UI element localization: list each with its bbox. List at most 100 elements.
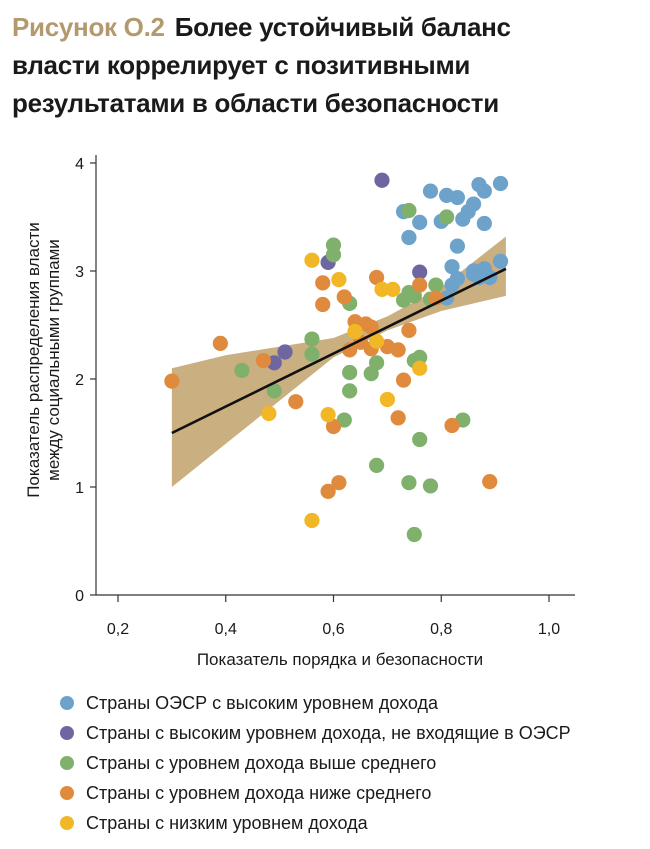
figure-title: Рисунок О.2 Более устойчивый баланс власт… — [12, 8, 642, 122]
data-point-s4-5 — [369, 333, 385, 349]
data-point-s3-10 — [342, 342, 358, 358]
data-point-s3-22 — [444, 417, 460, 434]
y-tick-label-1: 1 — [75, 480, 84, 497]
data-point-s0-7 — [476, 183, 492, 199]
data-point-s3-2 — [255, 353, 272, 369]
data-point-s2-10 — [304, 331, 320, 347]
data-point-s0-15 — [444, 259, 460, 275]
data-point-s0-24 — [465, 266, 482, 282]
y-axis-title-line-2: между социальными группами — [44, 239, 63, 481]
legend-label: Страны с низким уровнем дохода — [86, 812, 368, 833]
y-axis-title-line-1: Показатель распределения власти — [24, 222, 43, 498]
data-point-s2-3 — [439, 209, 455, 225]
data-point-s0-23 — [449, 270, 466, 287]
trend-line — [171, 267, 507, 435]
data-point-s3-15 — [401, 322, 417, 338]
data-point-s2-22 — [401, 475, 417, 491]
data-point-s4-7 — [261, 405, 277, 422]
data-point-s2-11 — [304, 346, 320, 362]
figure-label: Рисунок О.2 — [12, 12, 165, 42]
data-point-s3-14 — [390, 342, 406, 358]
legend-item-low-income: Страны с низким уровнем дохода — [60, 808, 571, 838]
data-point-s1-2 — [412, 264, 428, 280]
x-tick-label-4: 1,0 — [538, 621, 560, 638]
data-point-s0-14 — [449, 238, 466, 254]
data-point-s2-23 — [412, 431, 428, 448]
data-point-s2-15 — [363, 366, 379, 382]
data-point-s4-4 — [347, 323, 363, 340]
data-point-s1-3 — [277, 344, 293, 360]
data-point-s3-23 — [320, 483, 336, 499]
data-point-s0-12 — [455, 211, 471, 227]
data-point-s0-5 — [465, 196, 482, 212]
legend-item-upper-middle-income: Страны с уровнем дохода выше среднего — [60, 748, 571, 778]
data-point-s2-26 — [406, 526, 422, 543]
data-point-s3-6 — [369, 269, 385, 286]
data-point-s2-24 — [422, 478, 439, 494]
x-tick-label-2: 0,6 — [322, 621, 344, 638]
y-tick-label-0: 0 — [75, 588, 84, 605]
legend-label: Страны с высоким уровнем дохода, не вход… — [86, 722, 571, 743]
data-point-s3-0 — [164, 373, 180, 389]
data-point-s0-0 — [422, 183, 439, 199]
data-point-s3-24 — [331, 475, 347, 491]
data-point-s0-20 — [492, 253, 509, 269]
data-point-s2-12 — [342, 364, 358, 381]
x-tick-label-0: 0,2 — [107, 621, 129, 638]
legend-item-oecd-high-income: Страны ОЭСР с высоким уровнем дохода — [60, 688, 571, 718]
legend-marker-low-income — [60, 816, 74, 830]
x-tick-label-3: 0,8 — [430, 621, 452, 638]
data-point-s3-11 — [363, 319, 379, 335]
data-point-s4-0 — [304, 252, 320, 268]
data-point-s0-13 — [476, 215, 492, 232]
data-point-s2-18 — [234, 362, 250, 378]
y-tick-label-2: 2 — [75, 372, 84, 389]
data-point-s4-9 — [379, 391, 395, 408]
data-point-s2-21 — [369, 457, 385, 473]
data-point-s3-1 — [212, 335, 228, 351]
y-tick-label-3: 3 — [75, 264, 84, 281]
legend-marker-oecd-high-income — [60, 696, 74, 710]
title-line-3: результатами в области безопасности — [12, 88, 499, 118]
data-point-s2-19 — [266, 383, 282, 399]
legend-label: Страны ОЭСР с высоким уровнем дохода — [86, 692, 439, 713]
data-point-s1-0 — [374, 172, 390, 188]
data-point-s3-20 — [325, 418, 342, 435]
title-line-1: Более устойчивый баланс — [174, 12, 511, 42]
legend-label: Страны с уровнем дохода ниже среднего — [86, 782, 432, 803]
data-point-s2-9 — [428, 277, 444, 293]
data-point-s3-21 — [390, 410, 406, 426]
data-point-s0-11 — [412, 214, 428, 230]
data-point-s3-19 — [288, 394, 304, 410]
data-point-s4-6 — [412, 360, 428, 376]
data-point-s0-8 — [492, 175, 509, 192]
x-tick-label-1: 0,4 — [215, 621, 237, 638]
legend-marker-upper-middle-income — [60, 756, 74, 770]
data-point-s4-8 — [320, 407, 336, 423]
data-point-s2-2 — [401, 202, 417, 219]
data-point-s4-3 — [385, 281, 401, 297]
legend-marker-non-oecd-high-income — [60, 726, 74, 740]
legend-label: Страны с уровнем дохода выше среднего — [86, 752, 437, 773]
y-tick-label-4: 4 — [75, 156, 84, 173]
data-point-s2-13 — [342, 383, 358, 399]
data-point-s3-25 — [482, 474, 498, 490]
data-point-s2-1 — [325, 247, 342, 263]
data-point-s4-1 — [331, 272, 347, 288]
data-point-s3-3 — [315, 275, 331, 291]
data-point-s4-10 — [304, 512, 320, 529]
data-point-s4-2 — [374, 281, 390, 297]
title-line-2: власти коррелирует с позитивными — [12, 50, 471, 80]
confidence-band — [171, 236, 506, 487]
data-point-s0-3 — [449, 189, 466, 206]
legend-marker-lower-middle-income — [60, 786, 74, 800]
legend: Страны ОЭСР с высоким уровнем дохода Стр… — [60, 688, 571, 838]
data-point-s3-4 — [336, 289, 352, 305]
data-point-s3-5 — [315, 296, 331, 313]
legend-item-lower-middle-income: Страны с уровнем дохода ниже среднего — [60, 778, 571, 808]
data-point-s3-16 — [395, 372, 412, 388]
x-axis-title: Показатель порядка и безопасности — [196, 650, 484, 669]
data-point-s3-17 — [412, 277, 428, 293]
y-axis-title: Показатель распределения власти между со… — [4, 150, 84, 570]
